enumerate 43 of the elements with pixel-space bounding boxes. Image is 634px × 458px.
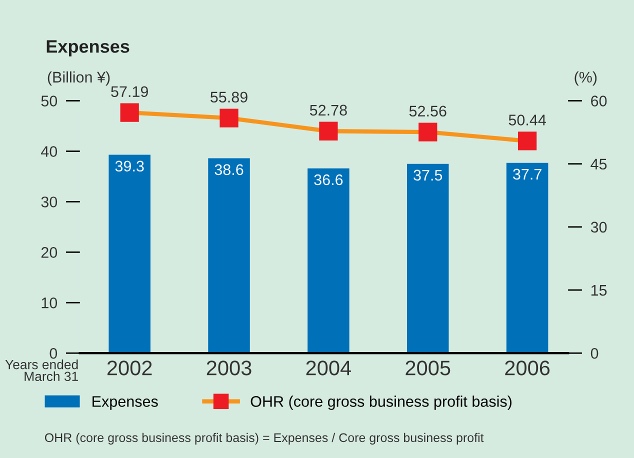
y-axis-title: (Billion ¥) xyxy=(48,71,110,86)
bar xyxy=(308,168,350,354)
data-label: 57.19 xyxy=(111,86,148,98)
y-tick-label: 20 xyxy=(41,247,58,258)
y2-tick-label: 15 xyxy=(591,285,607,296)
y-tick-label: 10 xyxy=(42,298,58,308)
bar xyxy=(108,154,150,354)
data-label: 52.78 xyxy=(310,104,347,116)
x-tick-label: 2005 xyxy=(406,360,450,376)
data-label: 37.5 xyxy=(414,170,442,181)
y-tick-label: 0 xyxy=(50,348,58,359)
y2-axis-title: (%) xyxy=(574,71,597,86)
y2-tick-label: 60 xyxy=(591,96,607,106)
data-label: 38.6 xyxy=(214,164,244,176)
data-label: 37.7 xyxy=(513,168,542,180)
y-tick-label: 40 xyxy=(41,146,58,157)
y-tick-label: 30 xyxy=(41,196,58,208)
data-label: 36.6 xyxy=(314,174,343,186)
x-tick-label: 2006 xyxy=(505,360,550,376)
data-label: 55.89 xyxy=(210,92,248,103)
bar xyxy=(506,162,548,354)
data-label: 50.44 xyxy=(508,114,546,126)
bar xyxy=(208,158,250,354)
text: OHR (core gross business profit basis) = Expenses / Core gross business profit xyxy=(44,432,484,445)
point xyxy=(418,122,438,142)
x-axis-title: Years ended March 31 xyxy=(5,360,78,382)
data-label: 39.3 xyxy=(115,160,144,172)
point xyxy=(120,103,139,122)
y2-tick-label: 45 xyxy=(590,158,607,170)
point xyxy=(220,108,238,128)
x-tick-label: 2003 xyxy=(206,360,252,376)
legend-label: OHR (core gross business profit basis) xyxy=(250,396,512,410)
point xyxy=(518,132,537,150)
x-tick-label: 2002 xyxy=(107,360,152,376)
chart-title: Expenses xyxy=(46,40,130,56)
bar xyxy=(406,164,449,354)
legend-label: Expenses xyxy=(92,396,158,410)
point xyxy=(319,122,338,140)
y2-tick-label: 0 xyxy=(590,348,598,359)
y2-tick-label: 30 xyxy=(590,222,607,233)
x-tick-label: 2004 xyxy=(306,360,352,376)
y-tick-label: 50 xyxy=(41,96,58,106)
data-label: 52.56 xyxy=(409,106,446,117)
